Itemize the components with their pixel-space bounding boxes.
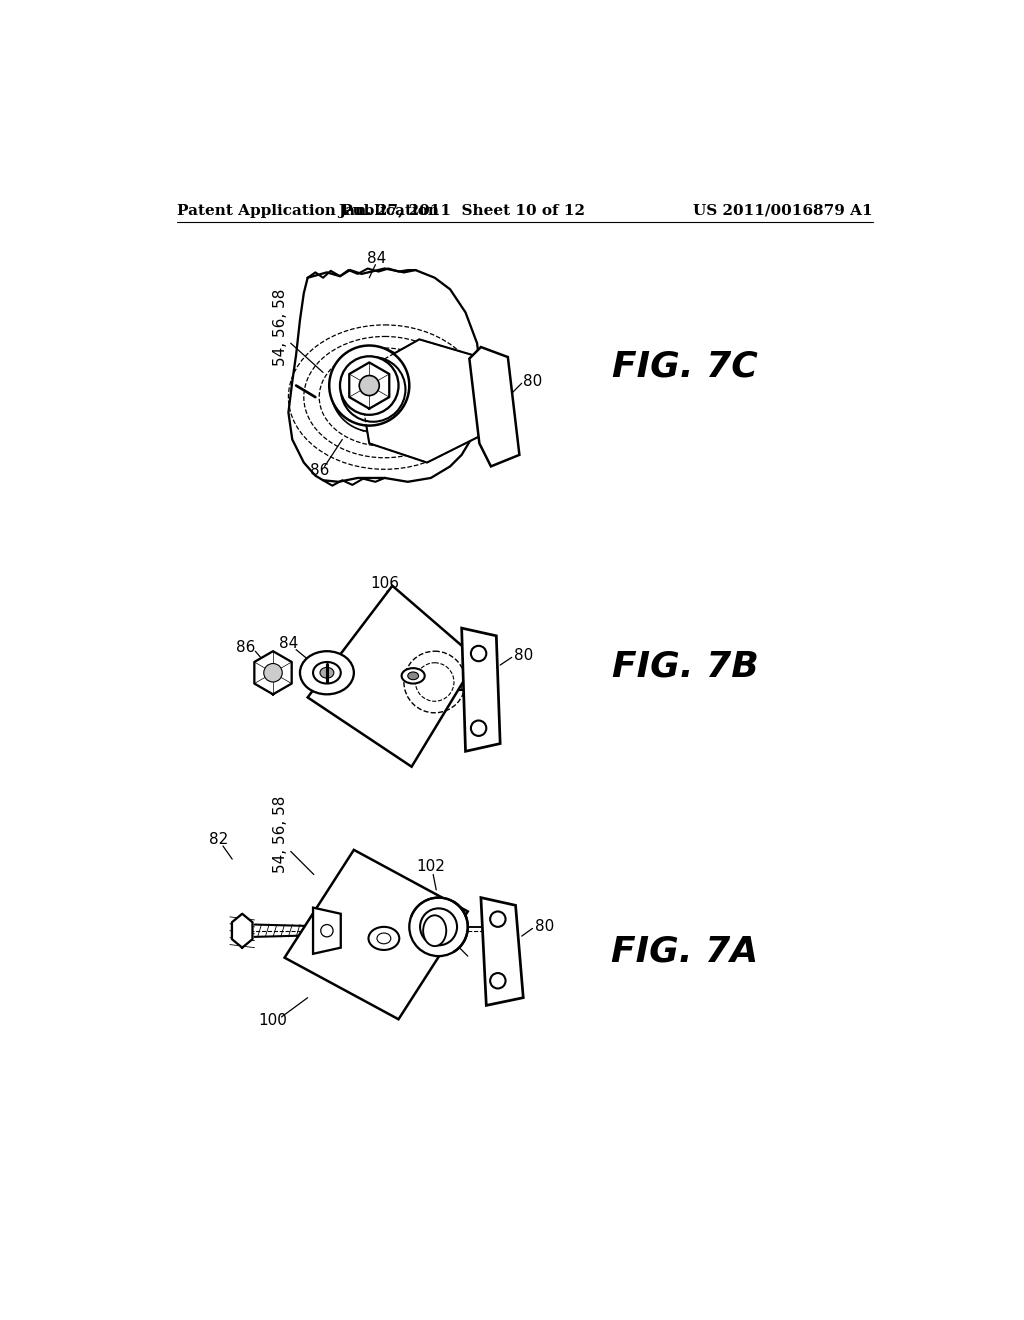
Ellipse shape xyxy=(408,672,419,680)
Polygon shape xyxy=(289,268,481,482)
Ellipse shape xyxy=(340,356,398,414)
Text: FIG. 7B: FIG. 7B xyxy=(611,649,759,684)
Text: 86: 86 xyxy=(309,463,329,478)
Ellipse shape xyxy=(401,668,425,684)
Polygon shape xyxy=(285,850,468,1019)
Ellipse shape xyxy=(420,908,457,945)
Text: 80: 80 xyxy=(535,919,554,935)
Text: Jan. 27, 2011  Sheet 10 of 12: Jan. 27, 2011 Sheet 10 of 12 xyxy=(338,203,585,218)
Text: FIG. 7C: FIG. 7C xyxy=(612,350,758,383)
Polygon shape xyxy=(481,898,523,1006)
Ellipse shape xyxy=(341,358,406,422)
Ellipse shape xyxy=(471,721,486,737)
Ellipse shape xyxy=(313,663,341,684)
Polygon shape xyxy=(349,363,389,409)
Text: 80: 80 xyxy=(523,374,543,389)
Polygon shape xyxy=(462,628,500,751)
Polygon shape xyxy=(307,586,477,767)
Text: 82: 82 xyxy=(210,833,228,847)
Text: 100: 100 xyxy=(259,1014,288,1028)
Text: 80: 80 xyxy=(514,648,534,663)
Ellipse shape xyxy=(319,668,334,678)
Text: 102: 102 xyxy=(417,859,445,874)
Ellipse shape xyxy=(331,347,416,432)
Polygon shape xyxy=(313,908,341,954)
Ellipse shape xyxy=(300,651,354,694)
Text: FIG. 7A: FIG. 7A xyxy=(611,935,759,969)
Text: 84: 84 xyxy=(279,636,298,651)
Ellipse shape xyxy=(359,376,379,396)
Ellipse shape xyxy=(330,346,410,425)
Text: 84: 84 xyxy=(368,251,387,267)
Polygon shape xyxy=(232,913,253,948)
Ellipse shape xyxy=(410,898,468,956)
Ellipse shape xyxy=(423,915,446,946)
Ellipse shape xyxy=(321,924,333,937)
Ellipse shape xyxy=(377,933,391,944)
Polygon shape xyxy=(357,339,497,462)
Polygon shape xyxy=(469,347,519,466)
Text: US 2011/0016879 A1: US 2011/0016879 A1 xyxy=(692,203,872,218)
Ellipse shape xyxy=(490,973,506,989)
Ellipse shape xyxy=(471,645,486,661)
Text: 54, 56, 58: 54, 56, 58 xyxy=(273,796,288,873)
Ellipse shape xyxy=(369,927,399,950)
Ellipse shape xyxy=(490,911,506,927)
Text: 106: 106 xyxy=(370,576,399,591)
Text: Patent Application Publication: Patent Application Publication xyxy=(177,203,438,218)
Polygon shape xyxy=(254,651,292,694)
Text: 86: 86 xyxy=(237,640,256,655)
Text: 54, 56, 58: 54, 56, 58 xyxy=(273,289,288,367)
Ellipse shape xyxy=(264,664,283,682)
